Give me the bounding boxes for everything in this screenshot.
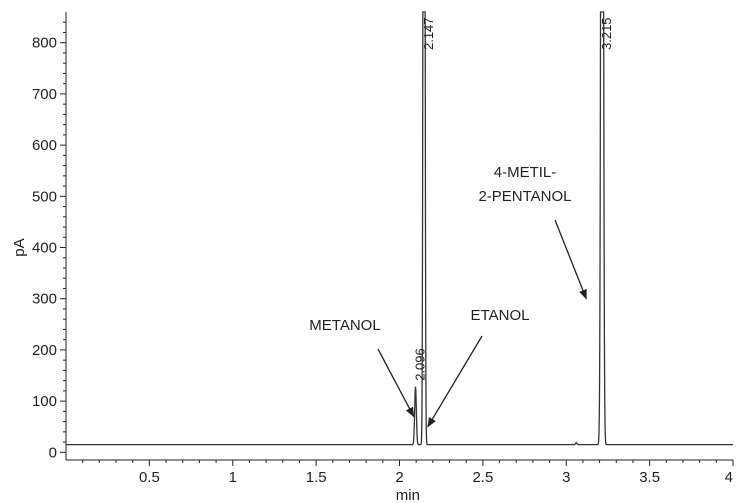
y-tick-label: 300 (32, 291, 57, 308)
annotation-label: 2-PENTANOL (478, 188, 571, 205)
peak-rt-label: 2.147 (421, 17, 436, 50)
y-tick-label: 400 (32, 240, 57, 257)
annotation-label: METANOL (309, 317, 380, 334)
x-tick-label: 3.5 (639, 469, 660, 486)
y-tick-label: 700 (32, 86, 57, 103)
y-tick-label: 600 (32, 137, 57, 154)
peak-rt-label: 2.096 (413, 348, 428, 381)
y-tick-label: 200 (32, 342, 57, 359)
peak-rt-label: 3.215 (599, 17, 614, 50)
y-tick-label: 500 (32, 188, 57, 205)
y-tick-label: 100 (32, 393, 57, 410)
x-tick-label: 3 (562, 469, 570, 486)
x-tick-label: 1 (229, 469, 237, 486)
annotation-label: ETANOL (471, 307, 530, 324)
y-axis-title: pA (11, 238, 28, 256)
x-axis-title: min (396, 487, 420, 503)
x-tick-label: 2 (395, 469, 403, 486)
annotation-arrow (377, 348, 415, 418)
x-tick-label: 0.5 (139, 469, 160, 486)
chromatogram-trace (66, 11, 733, 446)
annotation-label: 4-METIL- (494, 164, 557, 181)
x-tick-label: 2.5 (472, 469, 493, 486)
x-tick-label: 4 (725, 469, 733, 486)
annotation-arrow (427, 335, 483, 428)
y-tick-label: 0 (49, 444, 57, 461)
x-tick-label: 1.5 (306, 469, 327, 486)
y-tick-label: 800 (32, 35, 57, 52)
annotation-arrow (554, 219, 587, 300)
